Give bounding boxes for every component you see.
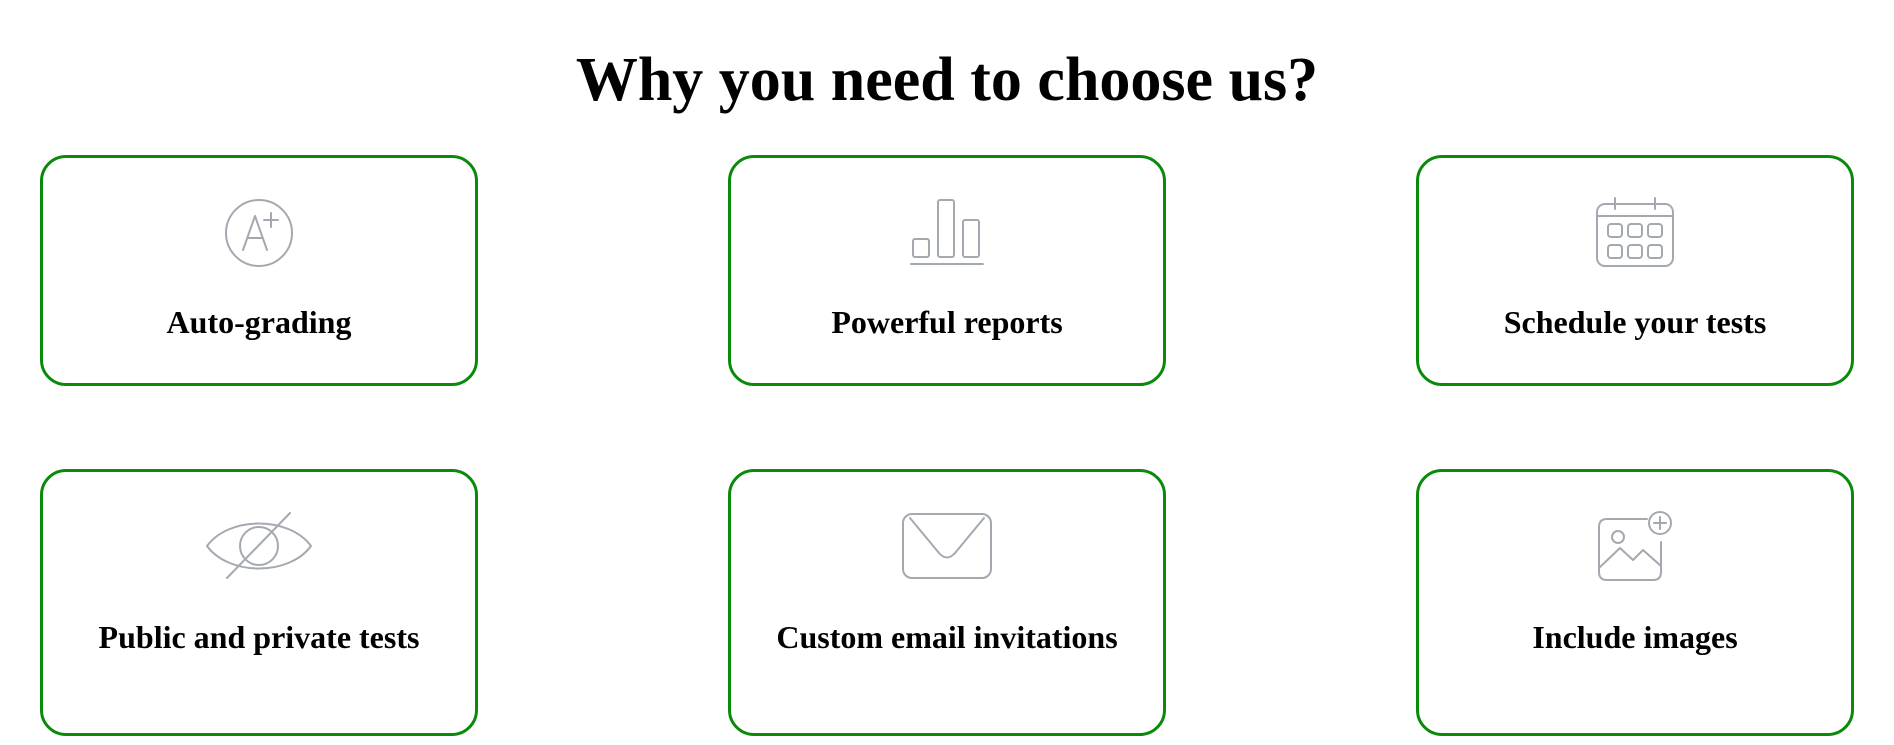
feature-card-powerful-reports: Powerful reports <box>728 155 1166 386</box>
feature-label: Powerful reports <box>831 304 1063 340</box>
feature-card-custom-email-invitations: Custom email invitations <box>728 469 1166 736</box>
calendar-icon <box>1595 196 1675 268</box>
eye-slash-icon <box>204 510 314 582</box>
feature-label: Schedule your tests <box>1503 304 1767 340</box>
image-add-icon <box>1595 510 1675 582</box>
grade-a-plus-icon <box>219 196 299 268</box>
feature-card-auto-grading: Auto-grading <box>40 155 478 386</box>
feature-label: Include images <box>1532 619 1738 655</box>
feature-label: Custom email invitations <box>776 619 1118 655</box>
feature-label: Public and private tests <box>98 619 420 655</box>
feature-card-schedule-tests: Schedule your tests <box>1416 155 1854 386</box>
feature-card-include-images: Include images <box>1416 469 1854 736</box>
feature-label: Auto-grading <box>166 304 352 340</box>
page-title: Why you need to choose us? <box>575 46 1319 114</box>
envelope-icon <box>901 510 993 582</box>
feature-card-public-private-tests: Public and private tests <box>40 469 478 736</box>
bar-chart-icon <box>907 196 987 268</box>
